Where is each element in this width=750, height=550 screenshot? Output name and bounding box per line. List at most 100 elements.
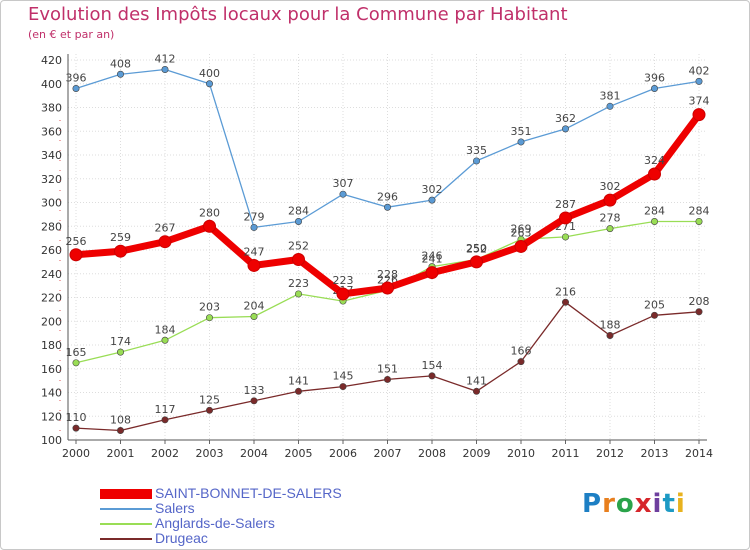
data-point-anglards-de-salers: [250, 312, 258, 320]
y-tick-label: 280: [41, 220, 62, 233]
data-point-salers: [383, 203, 391, 211]
legend-swatch: [100, 489, 152, 499]
chart-subtitle: (en € et par an): [28, 28, 115, 41]
data-point-drugeac: [561, 298, 569, 306]
data-point-saint-bonnet-de-salers: [336, 287, 350, 301]
data-label-drugeac: 133: [244, 384, 265, 397]
data-label-anglards-de-salers: 203: [199, 301, 220, 314]
data-point-drugeac: [72, 424, 80, 432]
data-point-salers: [472, 157, 480, 165]
data-point-drugeac: [161, 416, 169, 424]
data-label-salers: 302: [422, 183, 443, 196]
data-point-saint-bonnet-de-salers: [381, 281, 394, 295]
data-label-anglards-de-salers: 184: [155, 323, 176, 336]
data-label-salers: 307: [333, 177, 354, 190]
x-tick-label: 2011: [552, 447, 580, 460]
data-label-drugeac: 141: [466, 374, 487, 387]
data-label-drugeac: 125: [199, 393, 220, 406]
data-label-saint-bonnet-de-salers: 223: [333, 274, 354, 287]
x-tick-label: 2000: [62, 447, 90, 460]
x-tick-label: 2005: [285, 447, 313, 460]
data-label-salers: 335: [466, 144, 487, 157]
logo-letter: P: [582, 489, 603, 519]
x-tick-label: 2014: [685, 447, 713, 460]
x-tick-label: 2006: [329, 447, 357, 460]
data-label-salers: 296: [377, 190, 398, 203]
x-tick-label: 2002: [151, 447, 179, 460]
data-label-salers: 381: [600, 89, 621, 102]
data-point-salers: [695, 77, 703, 85]
x-tick-label: 2004: [240, 447, 268, 460]
data-point-saint-bonnet-de-salers: [514, 239, 528, 253]
data-point-anglards-de-salers: [650, 218, 658, 226]
y-tick-label: 400: [41, 78, 62, 91]
data-label-drugeac: 208: [689, 295, 710, 308]
data-point-anglards-de-salers: [206, 314, 214, 322]
data-label-drugeac: 188: [600, 319, 621, 332]
data-label-anglards-de-salers: 204: [244, 300, 265, 313]
data-point-salers: [517, 138, 525, 146]
data-point-drugeac: [428, 372, 436, 380]
data-label-drugeac: 110: [66, 411, 87, 424]
data-label-saint-bonnet-de-salers: 256: [66, 235, 87, 248]
y-tick-label: 200: [41, 315, 62, 328]
y-tick-label: 260: [41, 244, 62, 257]
legend-label: Anglards-de-Salers: [155, 515, 275, 531]
data-label-saint-bonnet-de-salers: 287: [555, 198, 576, 211]
data-label-saint-bonnet-de-salers: 250: [466, 242, 487, 255]
data-point-drugeac: [250, 397, 258, 405]
data-point-salers: [294, 218, 302, 226]
data-point-salers: [606, 102, 614, 110]
logo-letter: t: [662, 489, 676, 519]
data-point-drugeac: [339, 383, 347, 391]
data-label-drugeac: 145: [333, 370, 354, 383]
data-label-saint-bonnet-de-salers: 374: [689, 95, 710, 108]
data-point-salers: [428, 196, 436, 204]
data-label-salers: 400: [199, 67, 220, 80]
data-label-salers: 396: [644, 72, 665, 85]
data-point-saint-bonnet-de-salers: [425, 266, 439, 280]
data-label-drugeac: 117: [155, 403, 176, 416]
data-label-salers: 396: [66, 72, 87, 85]
data-point-saint-bonnet-de-salers: [69, 248, 83, 262]
data-label-salers: 408: [110, 57, 131, 70]
x-tick-label: 2012: [596, 447, 624, 460]
data-point-salers: [339, 190, 347, 198]
legend-label: Drugeac: [155, 530, 208, 546]
data-label-anglards-de-salers: 284: [689, 205, 710, 218]
data-label-saint-bonnet-de-salers: 324: [644, 154, 665, 167]
data-point-drugeac: [472, 387, 480, 395]
data-label-salers: 284: [288, 205, 309, 218]
data-label-saint-bonnet-de-salers: 241: [422, 253, 443, 266]
data-label-drugeac: 108: [110, 414, 131, 427]
data-label-saint-bonnet-de-salers: 263: [511, 226, 532, 239]
x-tick-label: 2003: [196, 447, 224, 460]
y-tick-label: 300: [41, 197, 62, 210]
data-label-saint-bonnet-de-salers: 228: [377, 268, 398, 281]
chart-title: Evolution des Impôts locaux pour la Comm…: [28, 4, 568, 25]
y-tick-label: 340: [41, 149, 62, 162]
y-tick-label: 180: [41, 339, 62, 352]
data-point-drugeac: [517, 358, 525, 366]
data-point-drugeac: [383, 375, 391, 383]
data-label-anglards-de-salers: 174: [110, 335, 131, 348]
data-point-anglards-de-salers: [161, 336, 169, 344]
y-tick-label: 220: [41, 292, 62, 305]
data-label-saint-bonnet-de-salers: 247: [244, 245, 265, 258]
data-point-salers: [161, 66, 169, 74]
data-label-salers: 402: [689, 64, 710, 77]
data-label-drugeac: 141: [288, 374, 309, 387]
data-label-salers: 362: [555, 112, 576, 125]
y-tick-label: 120: [41, 410, 62, 423]
data-point-salers: [250, 223, 258, 231]
data-point-drugeac: [606, 331, 614, 339]
data-label-drugeac: 205: [644, 298, 665, 311]
data-point-drugeac: [117, 426, 125, 434]
x-tick-label: 2008: [418, 447, 446, 460]
data-point-saint-bonnet-de-salers: [203, 219, 216, 233]
data-point-drugeac: [650, 311, 658, 319]
data-point-salers: [206, 80, 214, 88]
data-point-anglards-de-salers: [72, 359, 80, 367]
data-label-anglards-de-salers: 252: [466, 243, 487, 256]
